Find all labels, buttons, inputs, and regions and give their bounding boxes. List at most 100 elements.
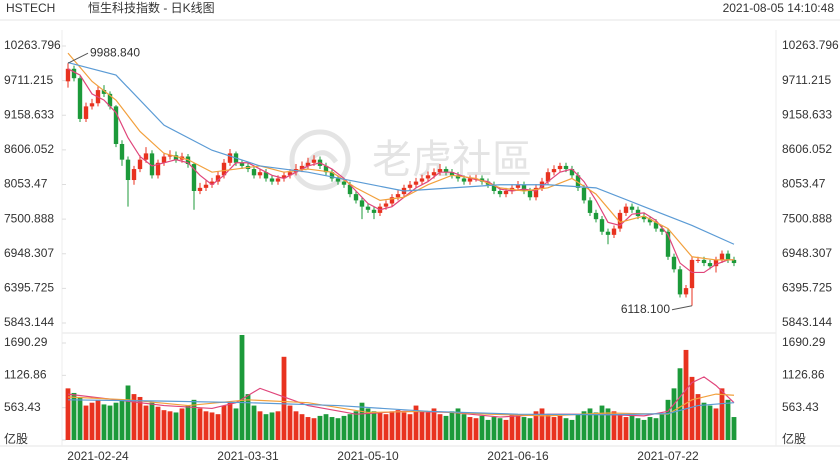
volume-bar	[425, 412, 431, 440]
y-tick-label: 1690.29	[4, 335, 48, 349]
y-tick-label: 9711.215	[4, 73, 53, 87]
volume-bar	[305, 417, 311, 440]
volume-bar	[575, 414, 581, 440]
y-tick-label-right: 1690.29	[782, 335, 826, 349]
volume-bar	[665, 399, 671, 440]
candle-body	[311, 159, 317, 163]
candle-body	[275, 178, 281, 182]
y-tick-label-right: 7500.888	[782, 211, 832, 225]
volume-bar	[95, 399, 101, 440]
candle-body	[413, 181, 419, 185]
candle-body	[149, 153, 155, 176]
candle-body	[77, 78, 83, 119]
volume-bar	[659, 414, 665, 440]
volume-bar	[617, 414, 623, 440]
candle-body	[545, 172, 551, 182]
volume-bar	[671, 388, 677, 440]
candle-body	[635, 209, 641, 217]
candle-body	[209, 181, 215, 185]
candle-body	[713, 259, 719, 267]
x-tick-label: 2021-05-10	[337, 449, 399, 463]
volume-bar	[251, 405, 257, 440]
volume-bar	[329, 417, 335, 440]
volume-bar	[293, 411, 299, 440]
candle-body	[65, 68, 71, 82]
volume-bar	[707, 405, 713, 440]
chart-title: 恒生科技指数 - 日K线图	[88, 0, 215, 15]
candle-body	[113, 106, 119, 144]
candle-body	[119, 143, 125, 160]
candle-body	[611, 228, 617, 235]
candle-body	[671, 256, 677, 270]
volume-bar	[323, 414, 329, 440]
candle-body	[647, 219, 653, 223]
volume-bar	[485, 419, 491, 440]
y-tick-label-right: 亿股	[782, 431, 806, 446]
candle-body	[389, 197, 395, 204]
volume-bar	[209, 412, 215, 440]
y-tick-label: 8606.052	[4, 142, 54, 156]
candle-body	[353, 194, 359, 201]
candle-body	[563, 165, 569, 170]
y-tick-label-right: 563.43	[782, 400, 819, 414]
candle-body	[143, 153, 149, 160]
x-tick-label: 2021-02-24	[67, 449, 129, 463]
volume-bar	[89, 402, 95, 440]
volume-bar	[443, 415, 449, 440]
candle-body	[623, 206, 629, 213]
volume-bar	[221, 405, 227, 440]
candle-body	[557, 165, 563, 170]
volume-bar	[497, 418, 503, 440]
candle-body	[191, 164, 197, 191]
volume-bar	[641, 419, 647, 440]
volume-bar	[335, 418, 341, 440]
volume-bar	[395, 410, 401, 440]
volume-bar	[593, 412, 599, 440]
volume-bar	[125, 385, 131, 440]
volume-bar	[365, 408, 371, 440]
volume-bar	[107, 405, 113, 440]
volume-bar	[233, 408, 239, 440]
volume-bar	[689, 376, 695, 440]
candle-body	[383, 203, 389, 207]
y-tick-label: 1126.86	[4, 368, 47, 382]
volume-bar	[479, 415, 485, 440]
candle-body	[695, 259, 701, 261]
symbol: HSTECH	[6, 1, 55, 15]
candle-body	[455, 175, 461, 179]
y-tick-label-right: 6948.307	[782, 246, 832, 260]
candle-body	[593, 212, 599, 220]
candle-body	[653, 222, 659, 229]
volume-bar	[629, 415, 635, 440]
candle-body	[407, 184, 413, 188]
candle-body	[155, 162, 161, 176]
volume-bar	[281, 356, 287, 440]
candle-body	[461, 178, 467, 182]
volume-bar	[167, 411, 173, 440]
volume-bar	[491, 417, 497, 440]
volume-bar	[131, 394, 137, 440]
candle-body	[503, 190, 509, 195]
volume-bar	[605, 408, 611, 440]
candle-body	[395, 194, 401, 198]
volume-bar	[719, 388, 725, 440]
volume-bar	[533, 411, 539, 440]
candle-body	[689, 259, 695, 289]
x-tick-label: 2021-03-31	[217, 449, 279, 463]
y-tick-label: 7500.888	[4, 211, 54, 225]
candle-body	[107, 93, 113, 107]
volume-bar	[677, 368, 683, 440]
annotation-leader	[67, 52, 89, 64]
volume-bar	[101, 404, 107, 440]
candle-body	[425, 175, 431, 179]
y-tick-label-right: 8606.052	[782, 142, 832, 156]
candle-body	[569, 169, 575, 176]
candle-body	[629, 206, 635, 210]
volume-bar	[539, 408, 545, 440]
volume-bar	[623, 417, 629, 440]
volume-bar	[371, 411, 377, 440]
candle-body	[239, 162, 245, 166]
candle-body	[365, 206, 371, 210]
candle-body	[329, 172, 335, 179]
